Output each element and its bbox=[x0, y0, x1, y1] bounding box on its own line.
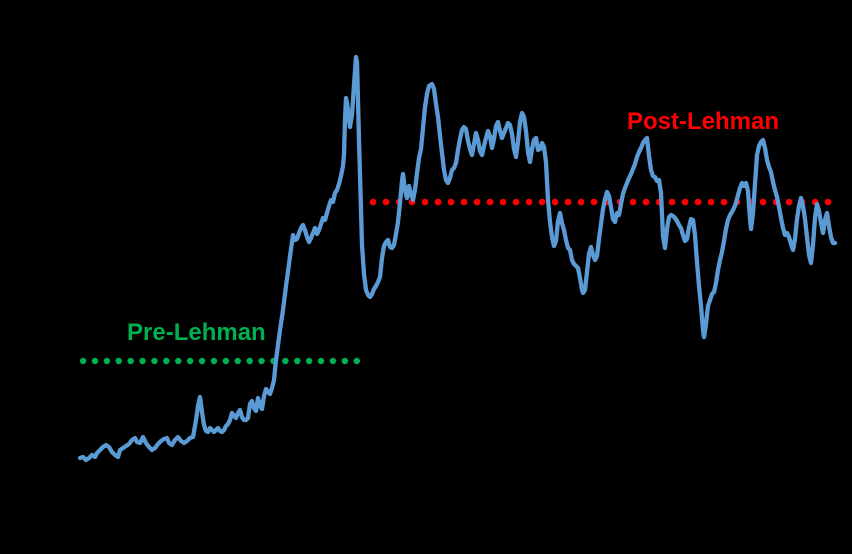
pre-lehman-label: Pre-Lehman bbox=[127, 319, 266, 346]
post-lehman-label: Post-Lehman bbox=[627, 108, 780, 135]
series-line bbox=[77, 54, 838, 463]
